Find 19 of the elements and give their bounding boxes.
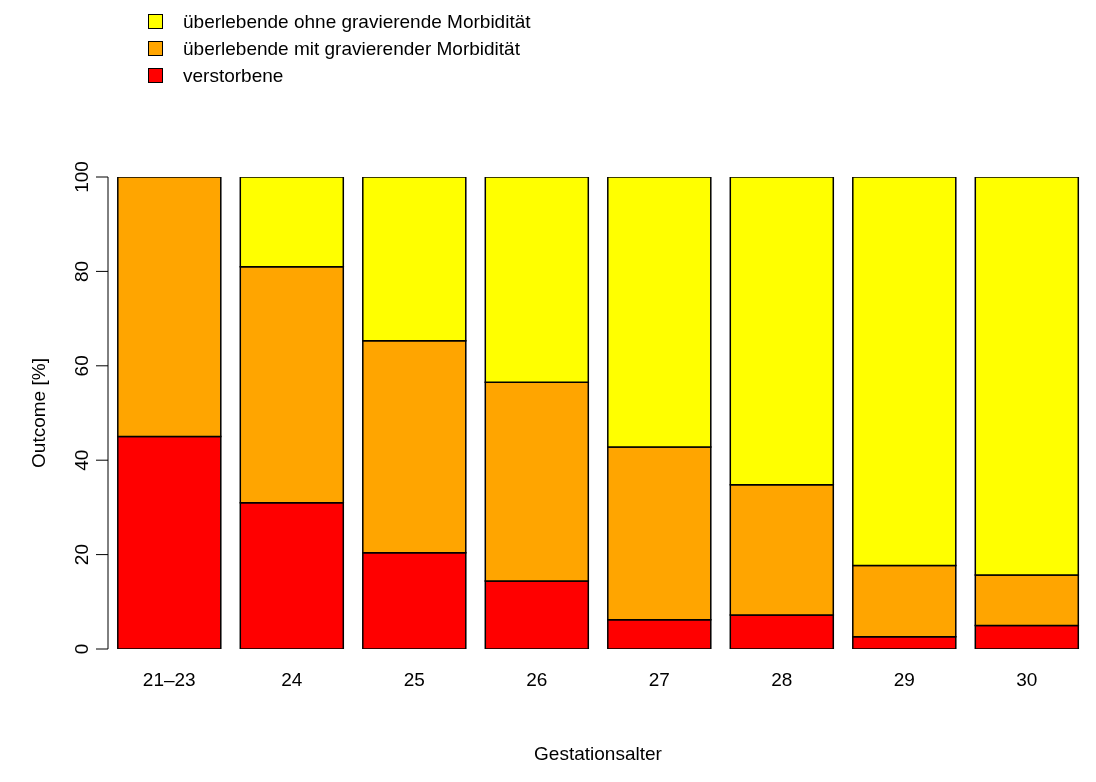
x-tick-label: 26	[526, 669, 548, 691]
x-tick-label: 21–23	[142, 669, 196, 691]
x-tick-label: 30	[1016, 669, 1038, 691]
y-axis-title: Outcome [%]	[27, 358, 49, 468]
x-tick-label: 29	[893, 669, 915, 691]
legend-label: verstorbene	[183, 64, 284, 87]
x-tick-label: 28	[771, 669, 793, 691]
y-tick-label: 20	[71, 544, 92, 566]
x-axis-title: Gestationsalter	[534, 743, 663, 764]
x-tick-label: 27	[648, 669, 670, 691]
y-tick-label: 0	[71, 643, 92, 655]
y-tick-label: 60	[71, 355, 92, 377]
y-tick-label: 80	[71, 260, 92, 282]
legend-label: überlebende mit gravierender Morbidität	[183, 37, 520, 60]
y-tick-label: 40	[71, 449, 92, 471]
legend-label: überlebende ohne gravierende Morbidität	[183, 10, 531, 33]
y-tick-label: 100	[71, 161, 92, 193]
x-tick-label: 25	[403, 669, 425, 691]
x-tick-label: 24	[281, 669, 303, 691]
